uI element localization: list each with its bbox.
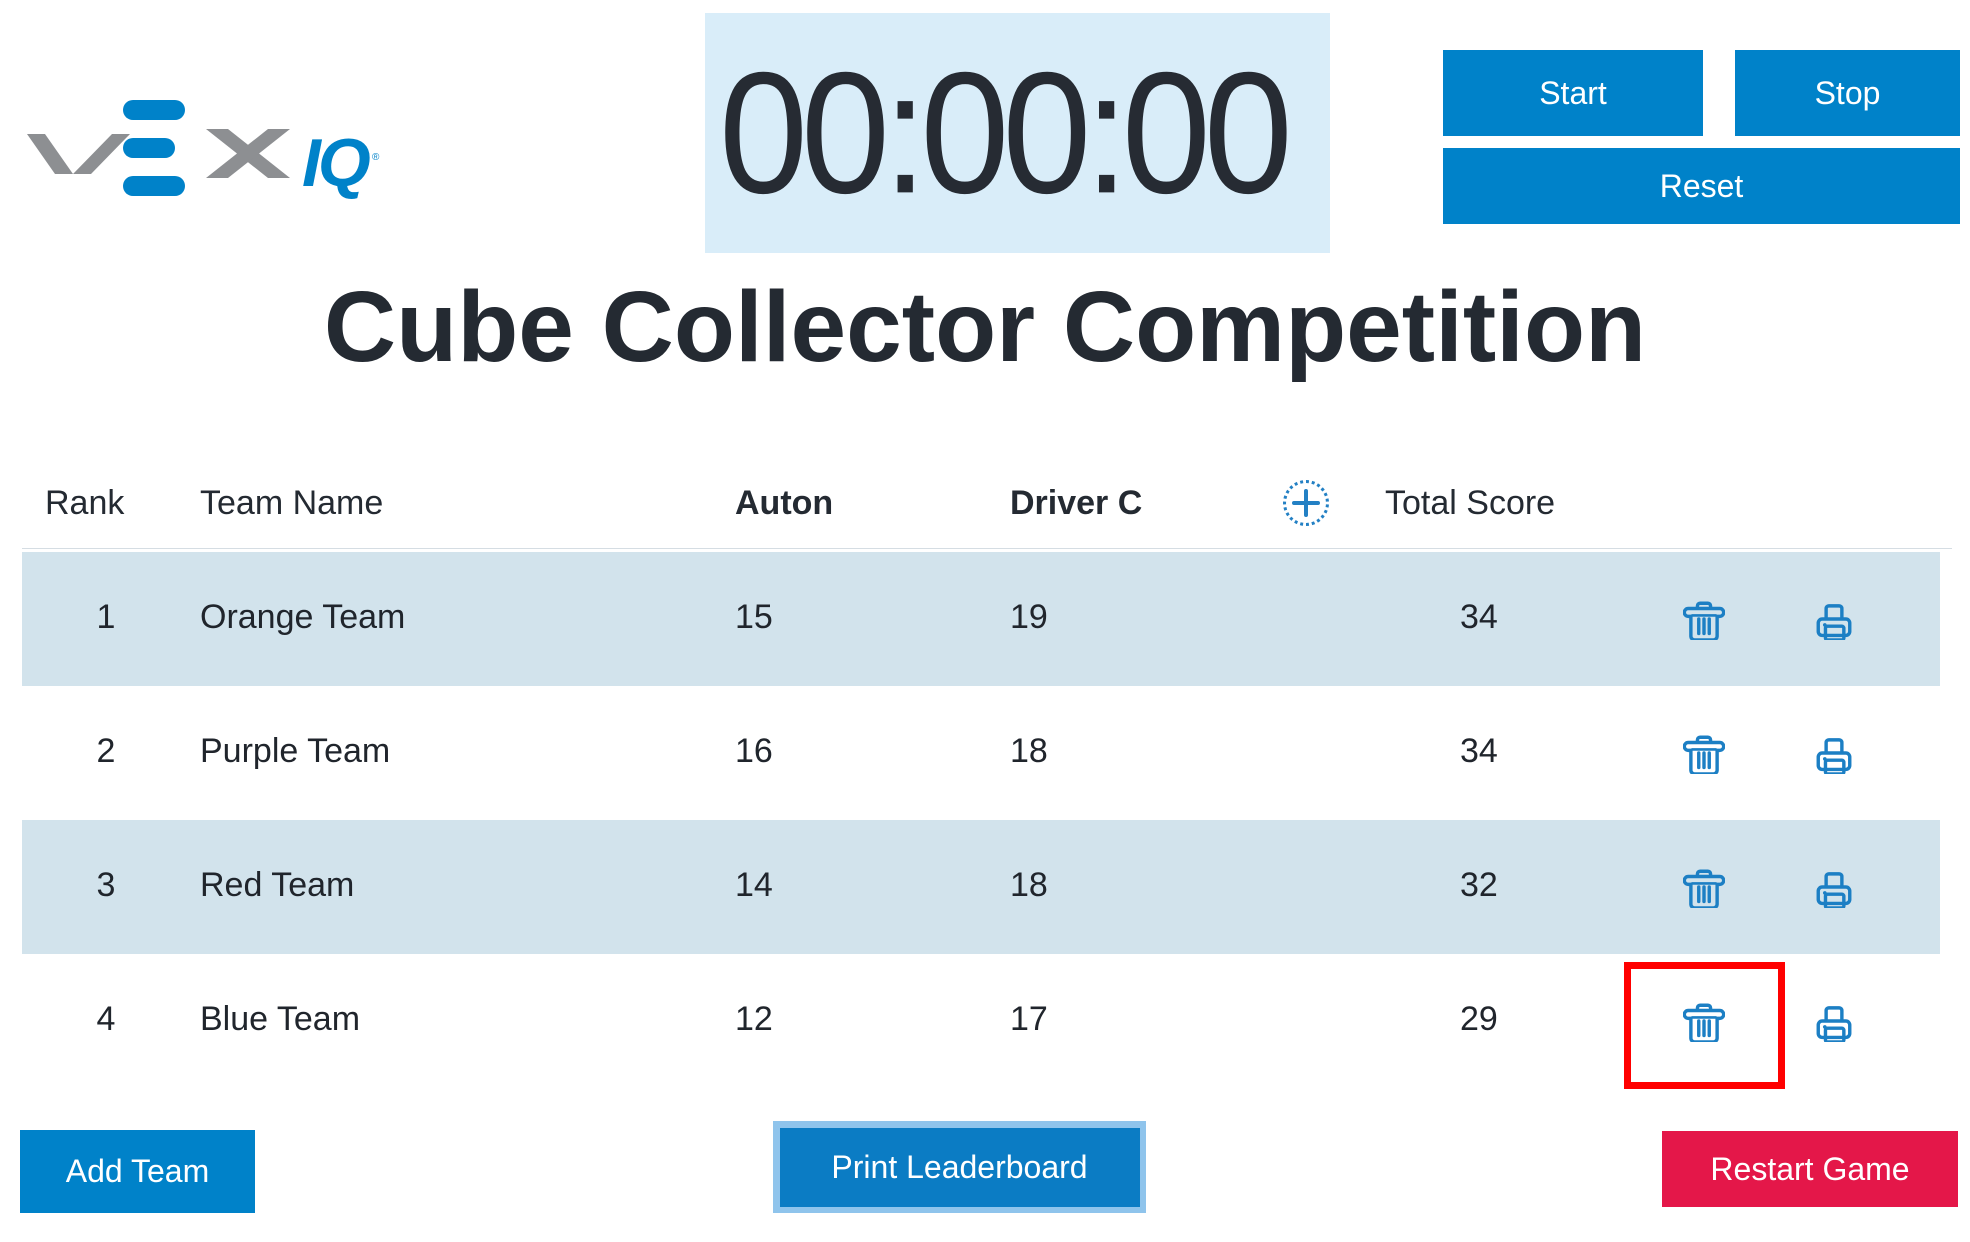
svg-text:®: ® — [372, 152, 380, 163]
svg-text:IQ: IQ — [302, 125, 370, 201]
